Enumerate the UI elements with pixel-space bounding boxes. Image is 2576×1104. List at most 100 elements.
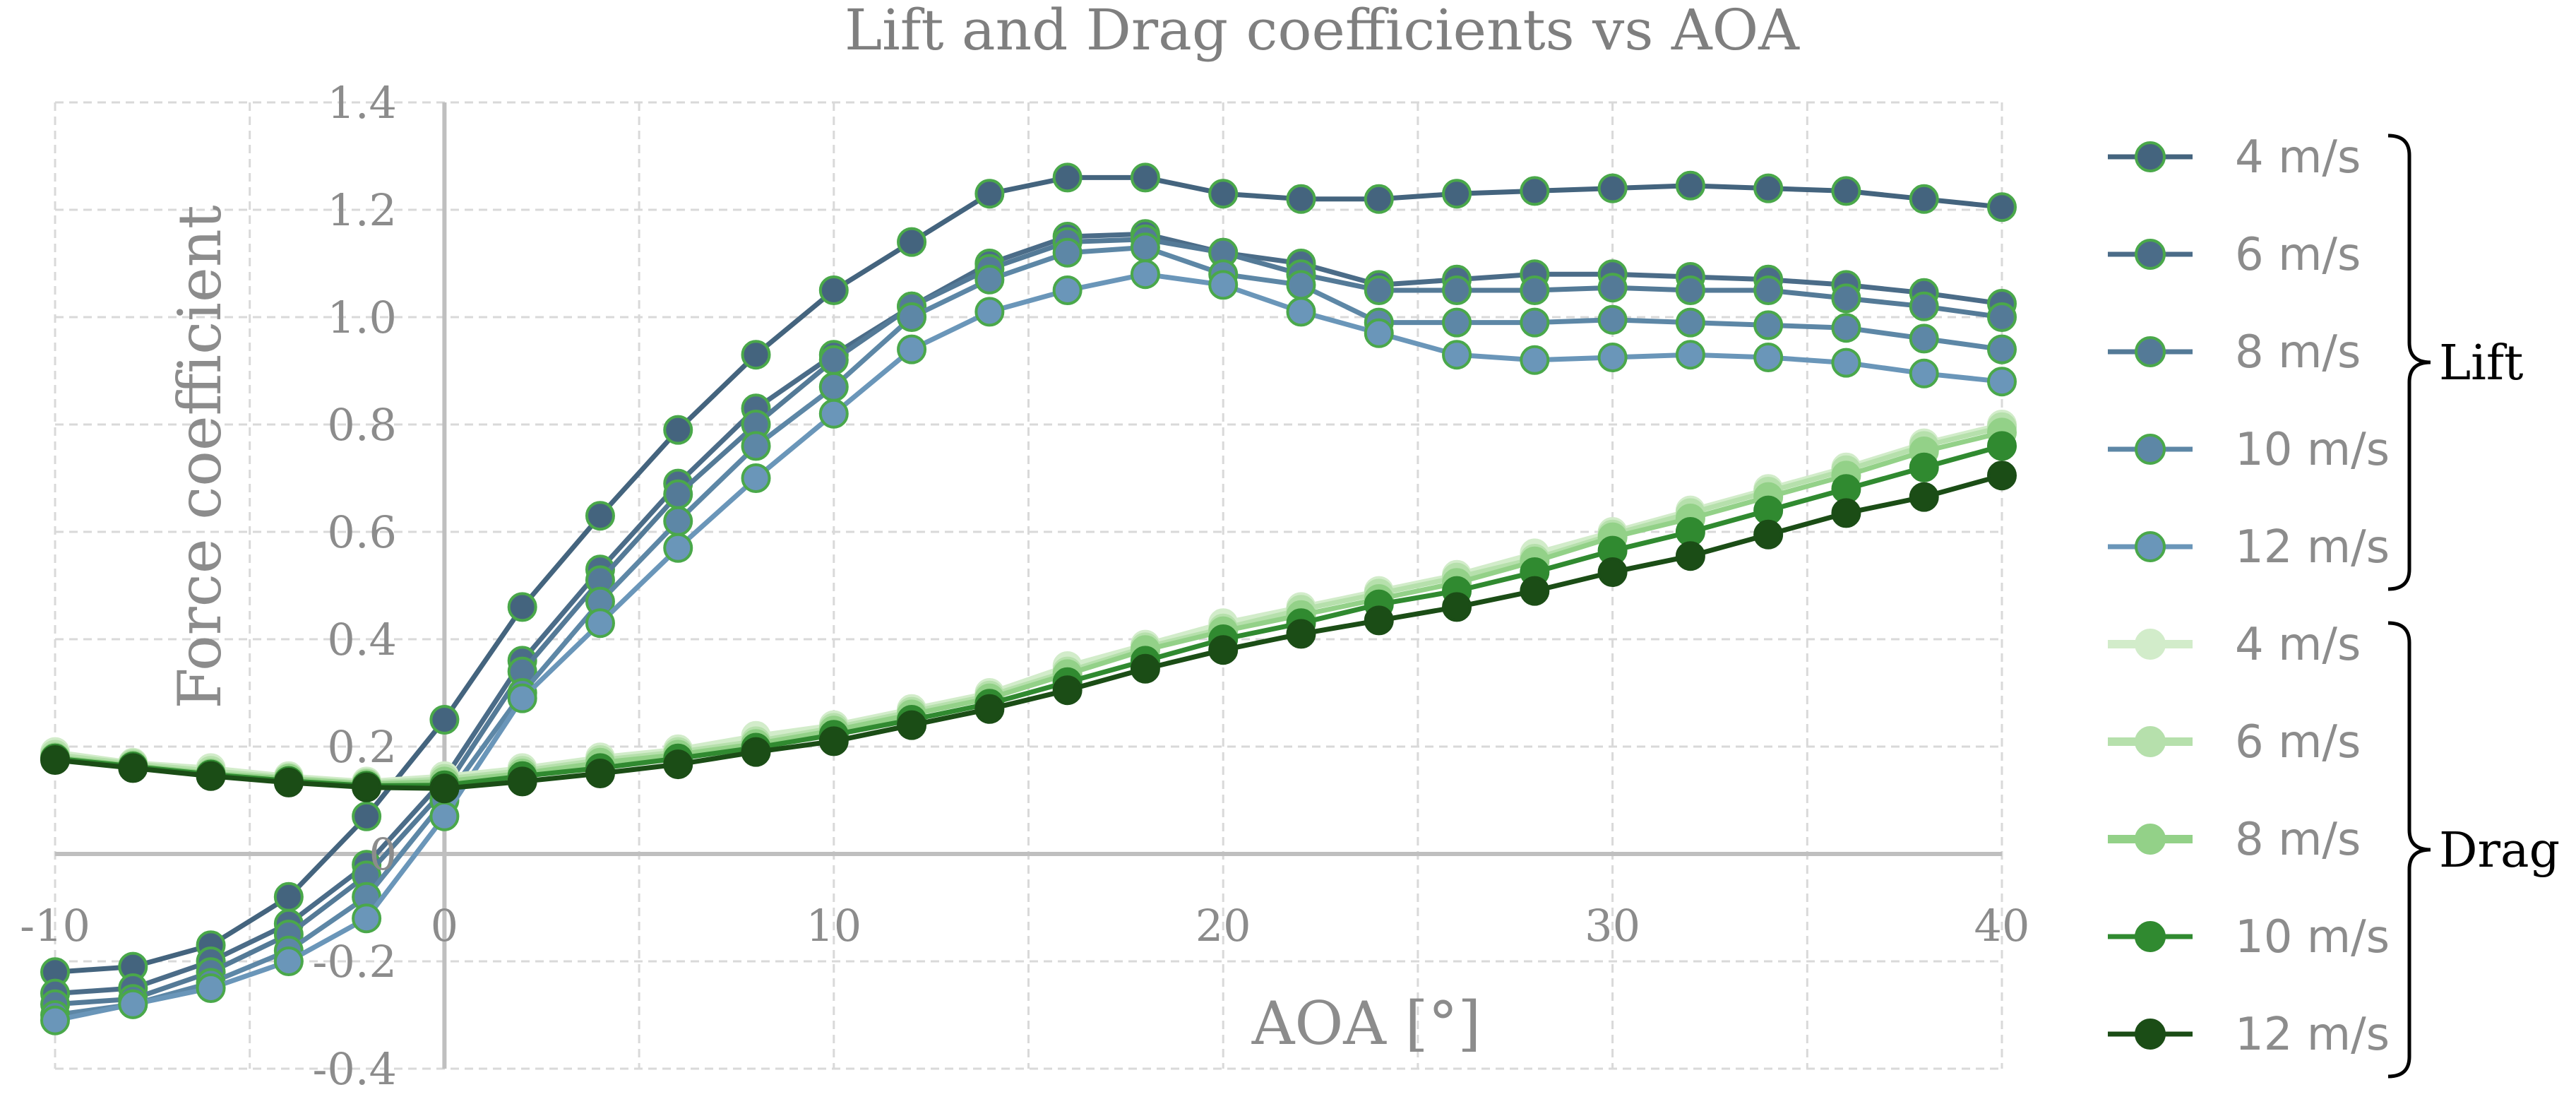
- legend-label: 8 m/s: [2235, 814, 2361, 866]
- data-point: [1052, 237, 1083, 268]
- legend-swatch-marker: [2135, 531, 2166, 562]
- legend-swatch-marker: [2135, 434, 2166, 465]
- data-point: [118, 989, 148, 1019]
- data-point: [897, 227, 927, 257]
- legend-item: 10 m/s: [2108, 911, 2390, 963]
- data-point: [1130, 653, 1160, 684]
- y-tick-label: 0.6: [327, 506, 397, 558]
- legend-item: 6 m/s: [2108, 229, 2361, 281]
- data-point: [1597, 273, 1628, 303]
- data-point: [1442, 340, 1472, 370]
- data-point: [429, 773, 460, 804]
- data-point: [1130, 232, 1160, 263]
- data-point: [663, 749, 693, 780]
- data-point: [1208, 270, 1239, 300]
- data-point: [1286, 270, 1316, 300]
- data-point: [1753, 310, 1784, 340]
- y-tick-label: 1.2: [327, 184, 397, 236]
- data-point: [1442, 307, 1472, 338]
- data-point: [741, 463, 771, 493]
- data-point: [40, 745, 70, 775]
- data-point: [1753, 275, 1784, 305]
- data-point: [352, 801, 382, 831]
- legend-item: 4 m/s: [2108, 619, 2361, 671]
- data-point: [974, 179, 1005, 209]
- legend-item: 8 m/s: [2108, 326, 2361, 379]
- data-point: [818, 275, 849, 305]
- data-point: [663, 415, 693, 445]
- data-point: [818, 398, 849, 429]
- data-point: [1286, 619, 1316, 649]
- data-point: [1675, 170, 1705, 201]
- data-point: [1753, 343, 1784, 372]
- data-point: [1831, 313, 1861, 343]
- legend-swatch-marker: [2135, 1019, 2166, 1050]
- data-point: [1987, 302, 2017, 332]
- data-point: [196, 761, 226, 791]
- legend-label: 4 m/s: [2235, 131, 2361, 184]
- y-tick-label: 0.8: [327, 399, 397, 451]
- legend: 4 m/s 6 m/s 8 m/s 10 m/s 12 m/s 4 m/s 6 m/s 8 m…: [2108, 131, 2560, 1079]
- legend-item: 4 m/s: [2108, 131, 2361, 184]
- data-point: [273, 946, 304, 976]
- data-point: [1909, 184, 1939, 214]
- data-point: [352, 772, 382, 802]
- legend-group-label: Drag: [2439, 823, 2560, 879]
- data-point: [1364, 275, 1394, 305]
- x-tick-label: 20: [1195, 900, 1251, 951]
- data-point: [273, 882, 304, 912]
- data-point: [1520, 345, 1550, 375]
- x-tick-label: 0: [431, 900, 458, 951]
- legend-group-brace: [2387, 133, 2431, 591]
- legend-item: 10 m/s: [2108, 424, 2390, 476]
- data-point: [1520, 275, 1550, 305]
- y-tick-label: 1.0: [327, 292, 397, 343]
- legend-swatch-marker: [2135, 726, 2166, 757]
- data-point: [1442, 592, 1472, 622]
- series-lift-12ms: [40, 259, 2017, 1035]
- legend-swatch-marker: [2135, 824, 2166, 855]
- data-point: [1442, 179, 1472, 209]
- data-point: [352, 903, 382, 934]
- legend-group-brace: [2387, 621, 2431, 1079]
- grid-lines: [54, 101, 2003, 1070]
- data-point: [1364, 318, 1394, 348]
- y-tick-label: -0.4: [312, 1043, 397, 1095]
- y-tick-label: 1.4: [327, 77, 397, 129]
- data-point: [585, 501, 615, 531]
- data-point: [196, 973, 226, 1003]
- data-point: [429, 705, 460, 735]
- data-point: [1909, 452, 1939, 482]
- data-point: [1831, 498, 1861, 528]
- data-point: [1130, 162, 1160, 193]
- data-point: [1753, 173, 1784, 203]
- data-point: [1675, 275, 1705, 305]
- data-point: [1831, 176, 1861, 206]
- data-point: [1364, 605, 1394, 636]
- data-point: [741, 737, 771, 767]
- data-point: [1442, 275, 1472, 305]
- data-point: [1831, 283, 1861, 314]
- data-point: [1597, 557, 1628, 587]
- y-tick-label: -0.2: [312, 936, 397, 987]
- data-point: [1909, 324, 1939, 354]
- legend-label: 6 m/s: [2235, 229, 2361, 281]
- data-point: [663, 506, 693, 536]
- data-point: [585, 608, 615, 639]
- x-axis-label: AOA [°]: [1251, 989, 1481, 1058]
- x-tick-label: -10: [20, 900, 90, 951]
- data-point: [118, 753, 148, 783]
- data-point: [1675, 541, 1705, 571]
- data-point: [897, 302, 927, 332]
- legend-item: 12 m/s: [2108, 1009, 2390, 1061]
- data-point: [1520, 307, 1550, 338]
- data-point: [1597, 304, 1628, 335]
- legend-item: 12 m/s: [2108, 521, 2390, 574]
- data-point: [1987, 367, 2017, 397]
- data-point: [974, 694, 1005, 724]
- data-point: [1052, 275, 1083, 305]
- data-point: [818, 726, 849, 756]
- data-point: [507, 766, 537, 797]
- data-point: [897, 334, 927, 364]
